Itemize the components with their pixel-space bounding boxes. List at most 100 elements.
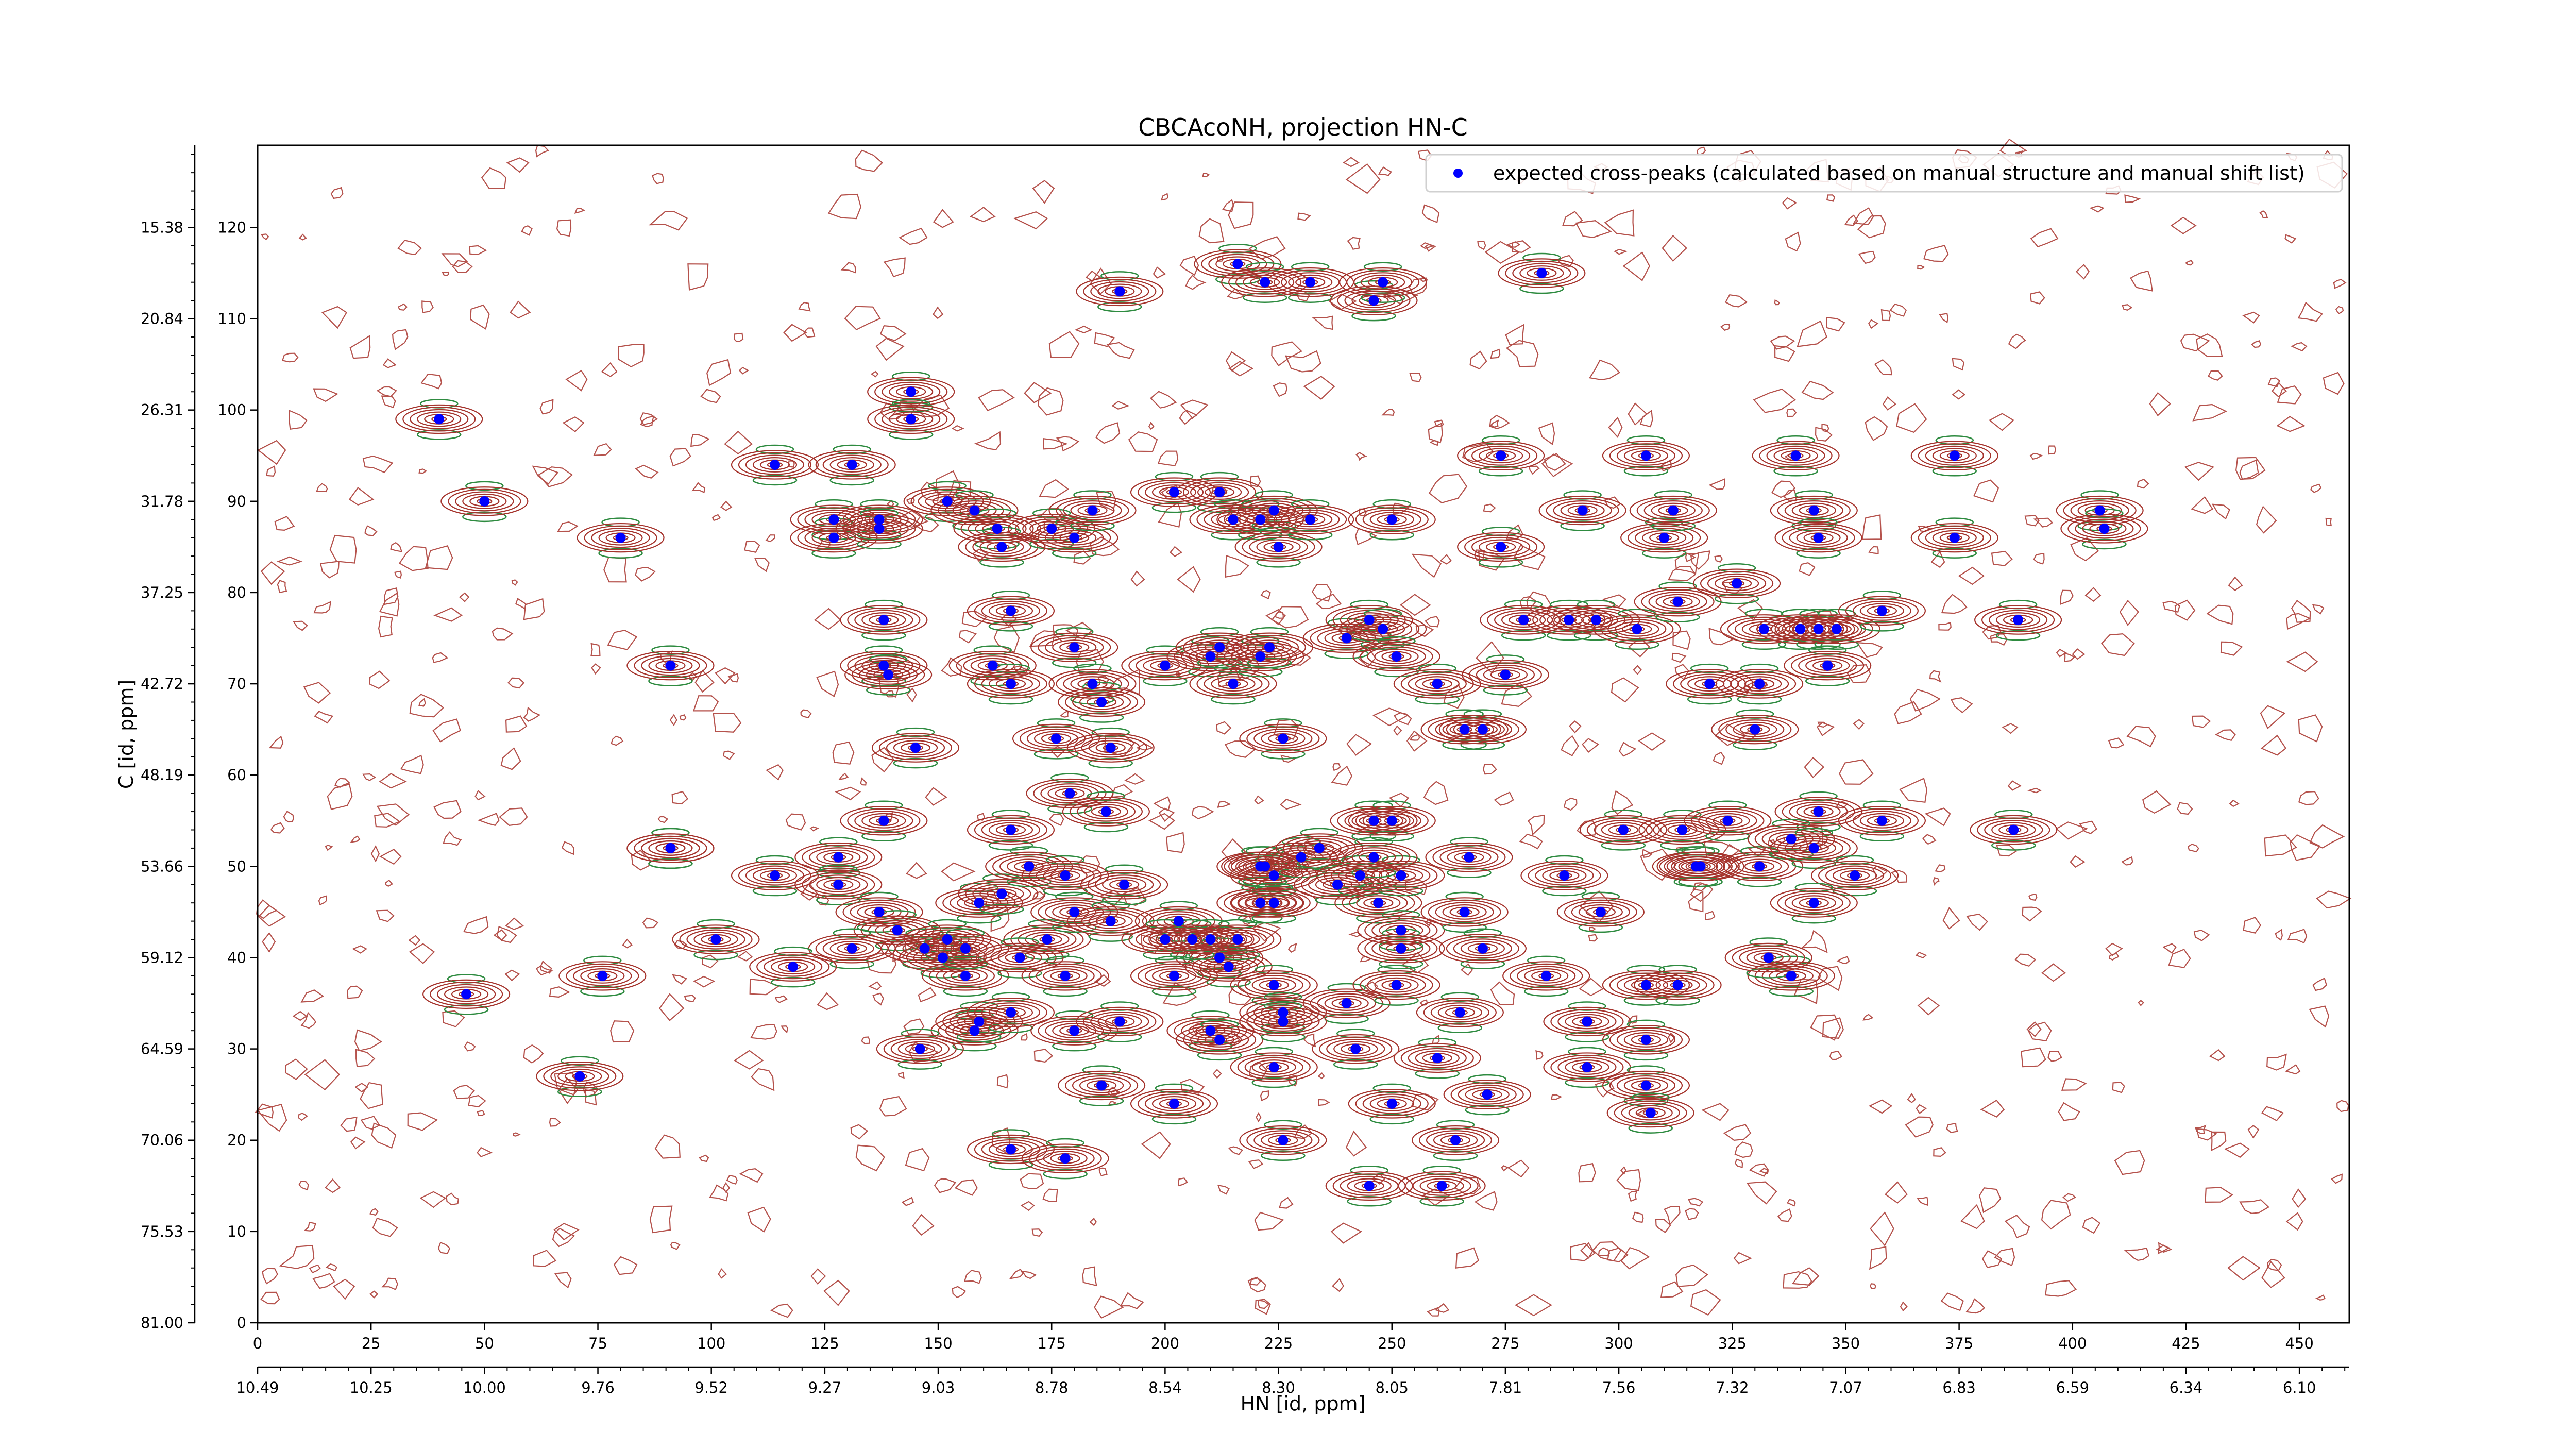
- noise-contour: [1862, 1014, 1874, 1021]
- peak-contour-group: [749, 946, 837, 988]
- noise-contour: [1628, 402, 1648, 426]
- noise-contour: [1588, 934, 1598, 942]
- y-index-tick-label: 110: [218, 310, 246, 328]
- noise-contour: [1318, 1099, 1330, 1106]
- noise-contour: [1124, 773, 1145, 785]
- positive-contour: [1251, 895, 1296, 911]
- noise-contour: [2266, 1053, 2287, 1071]
- positive-contour: [967, 596, 1055, 626]
- peak-contour-group: [1711, 709, 1799, 750]
- positive-contour: [1194, 249, 1282, 279]
- cross-peak-marker: [1754, 679, 1765, 689]
- peak-contour-group: [808, 444, 896, 486]
- noise-contour: [1917, 1197, 1928, 1206]
- cross-peak-marker: [1368, 852, 1379, 863]
- positive-contour: [1777, 498, 1851, 523]
- noise-contour: [2275, 929, 2283, 941]
- noise-contour: [1868, 546, 1879, 554]
- noise-contour: [381, 1277, 398, 1290]
- positive-contour: [1102, 877, 1147, 892]
- noise-contour: [613, 1256, 638, 1275]
- negative-contour: [866, 685, 911, 696]
- positive-contour: [543, 1064, 617, 1089]
- noise-contour: [409, 943, 435, 964]
- noise-contour: [2170, 216, 2197, 234]
- noise-contour: [871, 747, 895, 773]
- noise-contour: [1228, 201, 1254, 229]
- noise-contour: [1111, 400, 1130, 410]
- noise-contour: [747, 1206, 771, 1233]
- negative-contour: [1088, 757, 1133, 769]
- positive-contour: [1970, 815, 2058, 845]
- noise-contour: [2033, 517, 2054, 528]
- positive-contour: [981, 673, 1041, 694]
- positive-contour: [1326, 1039, 1385, 1059]
- noise-contour: [954, 1179, 978, 1196]
- noise-contour: [700, 389, 721, 403]
- negative-contour: [1859, 831, 1905, 842]
- negative-contour: [988, 621, 1033, 632]
- cross-peak-marker: [874, 906, 885, 917]
- noise-contour: [2138, 1000, 2145, 1006]
- cross-peak-marker: [1268, 1062, 1279, 1073]
- noise-contour: [1952, 358, 1965, 371]
- negative-contour: [1197, 1050, 1242, 1061]
- peak-contour-group: [958, 527, 1046, 568]
- positive-contour: [1715, 851, 1804, 882]
- noise-contour: [1939, 313, 1948, 324]
- positive-contour: [958, 532, 1046, 562]
- positive-contour: [1340, 1175, 1399, 1196]
- negative-contour: [1741, 639, 1787, 650]
- positive-contour: [852, 662, 925, 687]
- positive-contour: [1056, 498, 1129, 523]
- negative-contour: [1369, 529, 1414, 541]
- noise-contour: [781, 1025, 789, 1034]
- noise-contour: [1733, 1252, 1752, 1265]
- noise-contour: [2206, 604, 2234, 625]
- y-ppm-tick-label: 37.25: [141, 584, 183, 601]
- noise-contour: [754, 558, 770, 572]
- noise-contour: [1355, 452, 1367, 461]
- cross-peak-marker: [1024, 861, 1035, 872]
- noise-contour: [421, 300, 434, 313]
- noise-contour: [464, 1041, 476, 1052]
- noise-contour: [635, 567, 656, 582]
- negative-contour: [1737, 877, 1782, 887]
- negative-contour: [1079, 712, 1124, 723]
- negative-contour: [1565, 1032, 1609, 1042]
- positive-contour: [738, 452, 812, 478]
- cross-peak-marker: [769, 870, 780, 881]
- noise-contour: [1455, 1247, 1480, 1269]
- positive-contour: [1419, 1178, 1464, 1194]
- positive-contour: [1408, 673, 1467, 694]
- positive-contour: [1371, 920, 1431, 940]
- positive-contour: [968, 518, 1027, 539]
- positive-contour: [1081, 737, 1140, 758]
- noise-contour: [1228, 1146, 1244, 1155]
- noise-contour: [1048, 331, 1080, 359]
- noise-contour: [505, 715, 528, 733]
- positive-contour: [847, 653, 921, 678]
- positive-contour: [1770, 833, 1858, 863]
- noise-contour: [419, 1191, 447, 1208]
- noise-contour: [390, 542, 403, 552]
- noise-contour: [1817, 966, 1843, 991]
- cross-peak-marker: [665, 660, 676, 671]
- noise-contour: [381, 395, 396, 409]
- cross-peak-marker: [1260, 861, 1270, 872]
- noise-contour: [906, 687, 917, 703]
- noise-contour: [298, 1181, 309, 1191]
- positive-contour: [979, 539, 1024, 555]
- noise-contour: [2260, 734, 2287, 756]
- peak-contour-group: [1538, 490, 1626, 531]
- cross-peak-marker: [1640, 1080, 1651, 1091]
- positive-contour: [1144, 1093, 1204, 1114]
- noise-contour: [1406, 730, 1428, 752]
- negative-contour: [1578, 922, 1623, 933]
- positive-contour: [1616, 1075, 1676, 1096]
- noise-contour: [362, 773, 377, 781]
- noise-contour: [958, 630, 977, 644]
- positive-contour: [1371, 865, 1431, 886]
- positive-contour: [1666, 856, 1725, 877]
- noise-contour: [1799, 562, 1816, 576]
